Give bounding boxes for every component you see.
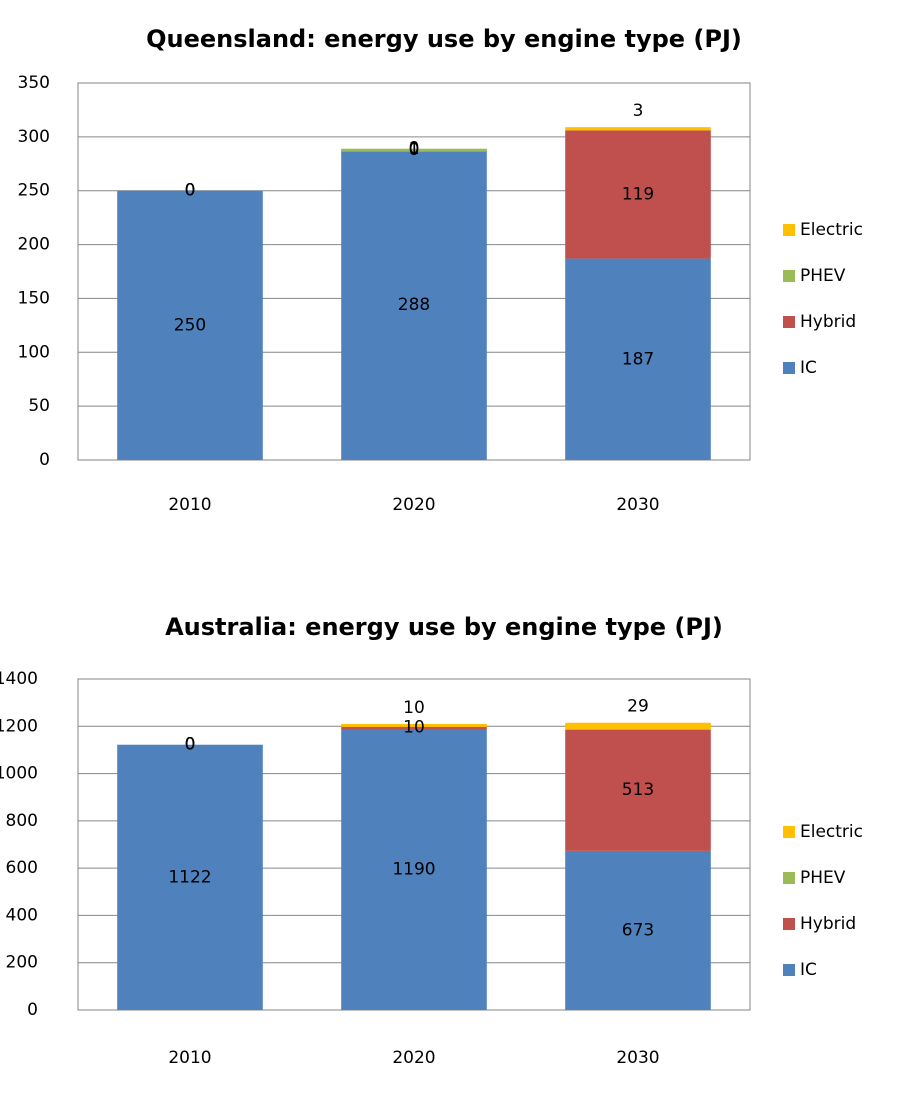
data-label: 0 (185, 181, 196, 201)
legend-swatch (783, 918, 795, 930)
x-tick-label: 2030 (616, 1048, 659, 1068)
y-tick-label: 200 (18, 235, 50, 255)
data-label: 29 (627, 697, 649, 717)
y-tick-label: 300 (18, 127, 50, 147)
legend-label: Electric (800, 822, 863, 842)
legend-label: IC (800, 960, 817, 980)
y-tick-label: 250 (18, 181, 50, 201)
data-label: 0 (185, 181, 196, 201)
x-tick-label: 2010 (168, 495, 211, 515)
y-tick-label: 1200 (0, 716, 38, 736)
bar-segment (565, 130, 711, 259)
bar-segment (341, 723, 487, 727)
chart-title: Australia: energy use by engine type (PJ… (165, 613, 723, 641)
data-label: 250 (174, 315, 206, 335)
data-label: 3 (633, 101, 644, 121)
bar-segment (341, 726, 487, 730)
y-tick-label: 200 (6, 953, 38, 973)
bar-segment (341, 149, 487, 461)
y-tick-label: 0 (27, 1000, 38, 1020)
y-tick-label: 800 (6, 811, 38, 831)
data-label: 187 (622, 349, 654, 369)
data-label: 0 (185, 735, 196, 755)
y-tick-label: 1400 (0, 669, 38, 689)
y-tick-label: 100 (18, 342, 50, 362)
data-label: 0 (409, 139, 420, 159)
data-label: 0 (409, 140, 420, 160)
legend-label: PHEV (800, 266, 846, 286)
y-tick-label: 350 (18, 73, 50, 93)
bar-segment (117, 190, 263, 460)
data-label: 10 (403, 698, 425, 718)
bar-segment (117, 744, 263, 1010)
y-tick-label: 400 (6, 905, 38, 925)
legend-label: Electric (800, 220, 863, 240)
x-tick-label: 2010 (168, 1048, 211, 1068)
y-tick-label: 50 (28, 396, 50, 416)
legend-swatch (783, 872, 795, 884)
legend-label: PHEV (800, 868, 846, 888)
data-label: 0 (185, 735, 196, 755)
legend-swatch (783, 224, 795, 236)
data-label: 1190 (392, 859, 435, 879)
data-label: 10 (403, 717, 425, 737)
bar-segment (565, 258, 711, 460)
y-tick-label: 150 (18, 288, 50, 308)
bar-segment (565, 722, 711, 730)
bar-segment (341, 728, 487, 1010)
x-tick-label: 2020 (392, 1048, 435, 1068)
bar-segment (565, 850, 711, 1010)
y-tick-label: 1000 (0, 764, 38, 784)
legend-swatch (783, 316, 795, 328)
legend-label: IC (800, 358, 817, 378)
x-tick-label: 2030 (616, 495, 659, 515)
bar-segment (565, 127, 711, 131)
bar-segment (565, 729, 711, 851)
data-label: 1 (409, 139, 420, 159)
x-tick-label: 2020 (392, 495, 435, 515)
data-label: 288 (398, 295, 430, 315)
legend-label: Hybrid (800, 312, 856, 332)
legend-swatch (783, 362, 795, 374)
data-label: 513 (622, 780, 654, 800)
bar-segment (341, 148, 487, 152)
chart-title: Queensland: energy use by engine type (P… (146, 25, 742, 53)
data-label: 0 (185, 735, 196, 755)
legend-swatch (783, 826, 795, 838)
y-tick-label: 600 (6, 858, 38, 878)
legend-swatch (783, 964, 795, 976)
legend-label: Hybrid (800, 914, 856, 934)
data-label: 119 (622, 184, 654, 204)
y-tick-label: 0 (39, 450, 50, 470)
legend-swatch (783, 270, 795, 282)
data-label: 1122 (168, 867, 211, 887)
data-label: 673 (622, 920, 654, 940)
data-label: 0 (185, 181, 196, 201)
